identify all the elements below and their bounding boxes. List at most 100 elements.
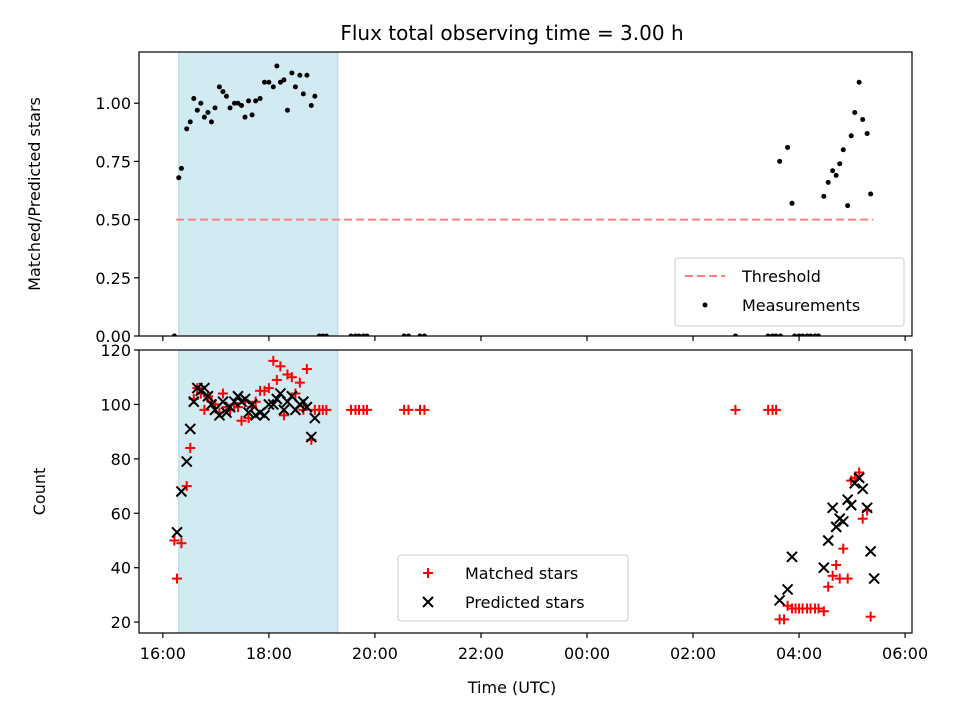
predicted-star-point: [305, 431, 318, 443]
matched-star-point: [831, 559, 842, 570]
measurement-point: [220, 89, 226, 95]
measurement-point: [231, 100, 237, 106]
measurement-point: [789, 200, 795, 206]
matched-star-point: [181, 481, 192, 492]
axes-frame: [138, 51, 913, 337]
predicted-star-point: [232, 390, 244, 402]
matched-star-point: [263, 383, 274, 394]
series-predicted-stars: [171, 382, 880, 607]
measurement-point: [194, 107, 200, 113]
predicted-star-point: [278, 404, 290, 416]
x-tick-label: 00:00: [564, 644, 610, 663]
measurement-point: [292, 84, 298, 90]
matched-star-point: [232, 402, 243, 413]
predicted-star-point: [202, 390, 214, 402]
predicted-star-point: [239, 393, 251, 405]
predicted-star-point: [861, 502, 873, 514]
predicted-star-point: [822, 534, 834, 547]
predicted-star-point: [837, 515, 849, 528]
measurement-point: [208, 119, 214, 125]
measurement-point: [249, 112, 255, 118]
measurement-point: [356, 333, 362, 336]
predicted-star-point: [841, 493, 854, 506]
predicted-star-point: [263, 398, 275, 411]
measurement-point: [308, 103, 314, 109]
matched-star-point: [294, 377, 305, 388]
predicted-star-point: [184, 423, 196, 435]
measurement-point: [253, 98, 259, 104]
measurement-point: [281, 77, 287, 83]
matched-star-point: [185, 442, 196, 453]
measurement-point: [732, 333, 738, 336]
y-tick-label: 80: [111, 450, 131, 469]
measurement-point: [833, 172, 839, 178]
legend-measurement-swatch: [702, 302, 708, 308]
y-tick-label: 120: [100, 341, 131, 360]
matched-star-point: [361, 404, 372, 415]
legend-label: Predicted stars: [465, 593, 585, 612]
predicted-star-point: [309, 412, 321, 424]
predicted-star-point: [188, 395, 200, 408]
predicted-star-point: [818, 561, 830, 574]
legend-label: Threshold: [741, 267, 821, 286]
predicted-star-point: [171, 526, 183, 539]
measurement-point: [848, 133, 854, 139]
measurement-point: [808, 333, 814, 336]
matched-star-point: [278, 410, 289, 421]
predicted-star-point: [213, 409, 226, 422]
measurement-point: [421, 333, 427, 336]
measurement-point: [840, 147, 846, 153]
measurement-point: [773, 333, 779, 336]
predicted-star-point: [856, 483, 869, 495]
y-tick-label: 0.75: [95, 152, 131, 171]
predicted-star-point: [781, 583, 794, 596]
measurement-point: [266, 79, 272, 85]
predicted-star-point: [864, 545, 877, 558]
matched-star-point: [818, 606, 829, 617]
top-ratio-panel: 0.00 0.25 0.50 0.75 1.00 Matched/Predicted st…: [25, 51, 913, 346]
matched-star-point: [779, 614, 790, 625]
matched-star-point: [419, 404, 430, 415]
legend: Threshold Measurements: [674, 257, 905, 327]
predicted-star-point: [830, 521, 842, 533]
matched-star-point: [169, 535, 180, 546]
y-tick-label: 40: [111, 559, 131, 578]
measurement-point: [216, 84, 222, 90]
measurement-point: [406, 333, 412, 336]
measurement-point: [235, 100, 241, 106]
x-tick-label: 20:00: [352, 644, 398, 663]
measurement-point: [171, 333, 177, 336]
legend: Matched stars Predicted stars: [397, 554, 629, 622]
predicted-star-point: [175, 485, 188, 498]
measurement-point: [205, 110, 211, 116]
y-tick-label: 0.50: [95, 211, 131, 230]
predicted-star-point: [301, 401, 313, 413]
matched-star-point: [827, 570, 838, 581]
y-tick-label: 20: [111, 613, 131, 632]
predicted-star-point: [868, 572, 880, 585]
plot-area: [169, 355, 880, 625]
measurement-point: [800, 333, 806, 336]
predicted-star-point: [786, 551, 798, 563]
legend-matched-swatch: [423, 568, 433, 578]
x-tick-label: 18:00: [246, 644, 292, 663]
matched-star-point: [813, 603, 824, 614]
measurement-point: [191, 96, 197, 102]
matched-star-point: [865, 611, 876, 622]
series-measurements: [171, 63, 874, 336]
predicted-star-point: [198, 382, 211, 394]
measurement-point: [830, 168, 836, 174]
predicted-star-point: [773, 594, 786, 607]
measurement-point: [348, 333, 354, 336]
matched-star-point: [403, 404, 414, 415]
measurement-point: [270, 84, 276, 90]
predicted-star-point: [205, 398, 218, 411]
legend-predicted-swatch: [422, 596, 434, 608]
matched-star-point: [842, 573, 853, 584]
matched-star-point: [771, 404, 782, 415]
measurement-point: [239, 103, 245, 109]
predicted-star-point: [297, 395, 310, 408]
measurement-point: [297, 72, 303, 78]
x-tick-label: 16:00: [140, 644, 186, 663]
